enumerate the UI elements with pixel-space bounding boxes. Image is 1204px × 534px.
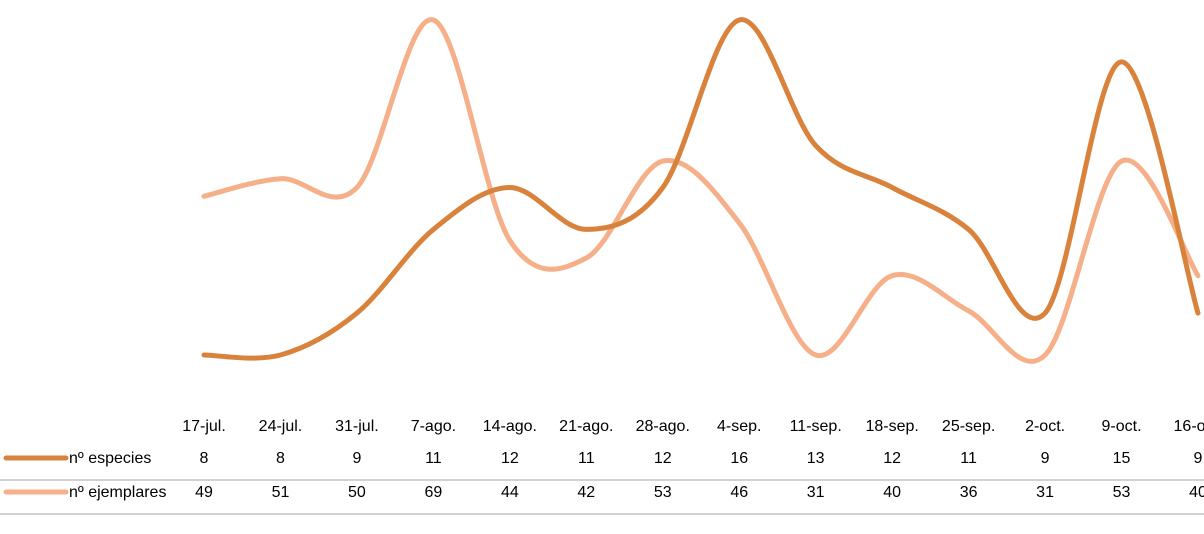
category-label: 21-ago. bbox=[559, 418, 613, 435]
category-label: 31-jul. bbox=[335, 418, 379, 435]
data-table-cell: 8 bbox=[200, 450, 209, 467]
series-name-label: nº especies bbox=[69, 450, 151, 467]
data-table: 17-jul. 24-jul. 31-jul. 7-ago. 14-ago. 21-ago… bbox=[0, 418, 1204, 515]
data-table-cell: 12 bbox=[654, 450, 672, 467]
data-table-cell: 36 bbox=[960, 484, 978, 501]
data-table-cell: 31 bbox=[807, 484, 825, 501]
category-label: 18-sep. bbox=[865, 418, 918, 435]
data-table-cell: 51 bbox=[272, 484, 290, 501]
data-table-cell: 40 bbox=[883, 484, 901, 501]
category-label: 16-oct. bbox=[1174, 418, 1204, 435]
category-label: 17-jul. bbox=[182, 418, 226, 435]
data-table-cell: 46 bbox=[730, 484, 748, 501]
data-table-cell: 8 bbox=[276, 450, 285, 467]
data-table-cell: 13 bbox=[807, 450, 825, 467]
data-table-cell: 31 bbox=[1036, 484, 1054, 501]
category-label: 14-ago. bbox=[483, 418, 537, 435]
data-table-cell: 40 bbox=[1189, 484, 1204, 501]
data-table-cell: 9 bbox=[1041, 450, 1050, 467]
category-label: 11-sep. bbox=[790, 418, 842, 435]
data-table-cell: 12 bbox=[883, 450, 901, 467]
data-table-cell: 11 bbox=[425, 450, 442, 467]
data-table-cell: 53 bbox=[654, 484, 672, 501]
data-table-cell: 16 bbox=[730, 450, 748, 467]
data-table-cell: 50 bbox=[348, 484, 366, 501]
data-table-cell: 49 bbox=[195, 484, 213, 501]
data-table-cell: 44 bbox=[501, 484, 519, 501]
category-label: 2-oct. bbox=[1025, 418, 1065, 435]
series-line-ejemplares bbox=[201, 17, 1201, 364]
series-name-label: nº ejemplares bbox=[69, 484, 166, 501]
data-table-cell: 12 bbox=[501, 450, 519, 467]
category-label: 4-sep. bbox=[717, 418, 761, 435]
data-table-cell: 53 bbox=[1113, 484, 1131, 501]
category-label: 28-ago. bbox=[636, 418, 690, 435]
category-label: 7-ago. bbox=[411, 418, 456, 435]
series-layer bbox=[201, 17, 1201, 364]
series-line-especies bbox=[201, 17, 1201, 361]
data-table-cell: 11 bbox=[578, 450, 595, 467]
data-table-cell: 9 bbox=[1194, 450, 1203, 467]
category-label: 25-sep. bbox=[942, 418, 995, 435]
data-table-cell: 11 bbox=[960, 450, 977, 467]
data-table-cell: 69 bbox=[424, 484, 442, 501]
data-table-cell: 42 bbox=[577, 484, 595, 501]
category-label: 24-jul. bbox=[259, 418, 303, 435]
data-table-cell: 15 bbox=[1113, 450, 1131, 467]
category-label: 9-oct. bbox=[1102, 418, 1142, 435]
data-table-cell: 9 bbox=[352, 450, 361, 467]
